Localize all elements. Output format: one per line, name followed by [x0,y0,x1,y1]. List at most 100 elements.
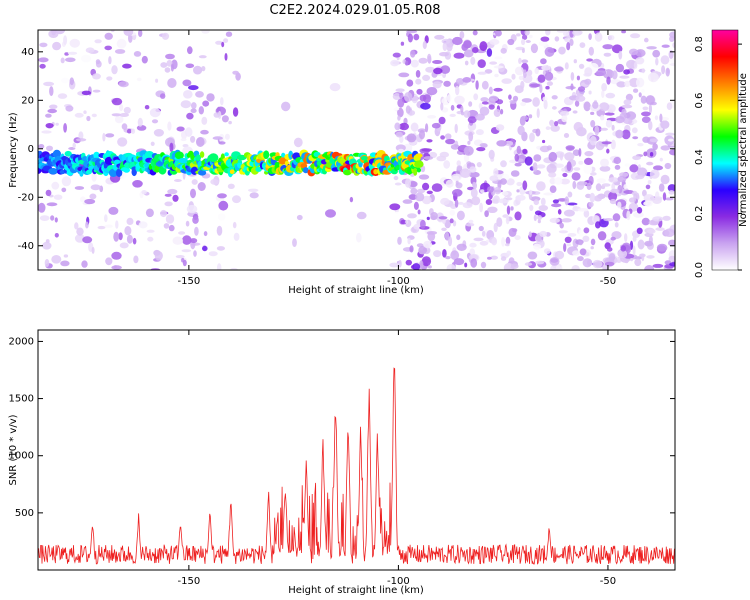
heatmap-cell [521,98,532,103]
heatmap-cell [146,229,155,233]
heatmap-cell [616,81,627,88]
heatmap-cell [94,39,102,44]
heatmap-cell [599,102,610,112]
heatmap-cell [153,129,164,137]
heatmap-cell [233,232,240,241]
heatmap-cell [506,250,512,256]
heatmap-cell [583,209,590,218]
heatmap-cell [220,97,224,106]
heatmap-cell [583,164,593,175]
heatmap-cell [602,44,614,50]
heatmap-cell [181,249,192,253]
heatmap-cell [418,174,430,180]
heatmap-cell [624,260,629,264]
heatmap-cell [145,208,154,218]
heatmap-y-ticks: -40 -20 0 20 40 [18,47,675,252]
heatmap-cell [43,81,55,87]
heatmap-cell [38,57,49,63]
y-tick-label: 40 [21,47,34,58]
heatmap-cell [81,260,88,268]
heatmap-cell [433,67,443,75]
heatmap-cell [433,250,442,258]
heatmap-cell [590,238,596,246]
heatmap-band-cell [407,166,412,175]
heatmap-cell [133,51,142,57]
heatmap-cell [138,30,143,37]
heatmap-cell [190,238,198,244]
heatmap-cell [661,65,666,75]
heatmap-cell [623,69,630,75]
heatmap-cell [138,221,148,229]
heatmap-cell [491,237,498,246]
heatmap-cell [398,72,410,78]
heatmap-cell [494,186,502,195]
heatmap-cell [488,86,493,95]
heatmap-cell [124,226,132,236]
heatmap-cell [496,140,507,147]
heatmap-cell [669,62,675,67]
heatmap-cell [500,160,507,168]
heatmap-cell [508,227,517,237]
heatmap-cell [431,122,441,129]
heatmap-cell [444,231,450,241]
heatmap-cell [463,40,472,49]
heatmap-cell [530,43,539,54]
heatmap-cell [420,102,431,110]
heatmap-cell [583,101,591,112]
heatmap-cell [132,237,137,245]
heatmap-cell [621,30,626,34]
heatmap-cell [75,138,87,142]
figure-title: C2E2.2024.029.01.05.R08 [269,3,440,18]
heatmap-cell [434,34,445,40]
heatmap-cell [664,197,674,201]
heatmap-cell [415,70,421,78]
heatmap-cell [641,68,645,74]
heatmap-cell [65,105,74,112]
heatmap-cell [423,240,433,249]
heatmap-cell [525,40,531,43]
heatmap-cell [484,210,489,218]
heatmap-cell [464,60,469,66]
heatmap-cell [455,182,463,189]
heatmap-cell [185,63,195,69]
heatmap-cell [577,86,586,92]
heatmap-cell [213,112,221,118]
heatmap-cell [564,62,569,70]
heatmap-cell [475,113,485,121]
heatmap-cell [167,78,177,88]
heatmap-cell [38,144,45,149]
heatmap-cell [522,34,528,40]
heatmap-cell [442,249,447,258]
heatmap-cell [426,190,433,195]
heatmap-cell [561,218,572,223]
y-tick-label: -40 [18,241,34,252]
heatmap-cell [546,145,553,151]
heatmap-cell [635,57,645,65]
heatmap-cell [149,108,161,118]
heatmap-cell [445,256,451,260]
heatmap-cell [418,57,428,64]
heatmap-cell [648,104,653,114]
heatmap-cell [558,46,566,55]
heatmap-cell [641,111,651,117]
heatmap-cell [514,235,521,241]
heatmap-cell [572,30,583,36]
heatmap-cell [185,220,190,227]
heatmap-cell [394,122,401,131]
heatmap-cell [489,39,500,45]
heatmap-cell [481,80,489,90]
heatmap-cell [61,176,72,187]
colorbar-tick-label: 0.4 [694,149,705,165]
heatmap-cell [672,42,675,48]
heatmap-cell [454,123,458,134]
heatmap-cell [661,44,670,48]
x-tick-label: -100 [387,276,410,287]
heatmap-cell [201,30,210,34]
heatmap-cell [542,139,546,144]
heatmap-cell [588,46,594,56]
heatmap-cell [575,95,586,102]
heatmap-cell [507,263,511,268]
heatmap-cell [468,131,474,142]
heatmap-band-cell [236,154,247,161]
heatmap-cell [449,113,456,117]
